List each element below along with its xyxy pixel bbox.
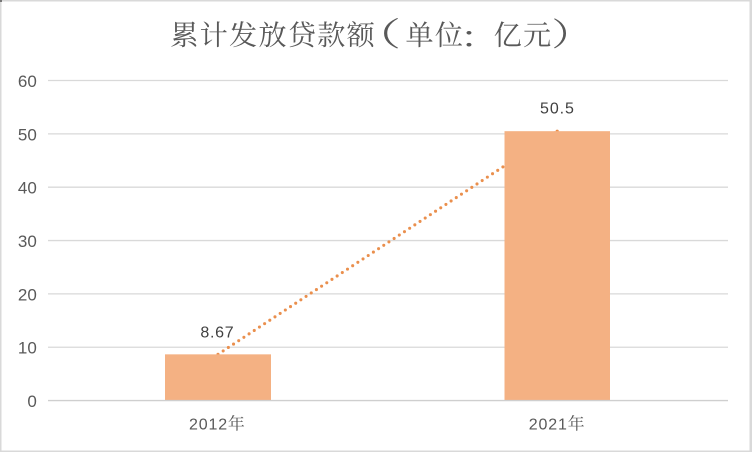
- svg-text:20: 20: [18, 285, 37, 304]
- svg-text:2012: 2012: [189, 416, 228, 433]
- svg-text:50.5: 50.5: [540, 101, 575, 118]
- svg-text:8.67: 8.67: [200, 324, 234, 341]
- svg-text:0: 0: [27, 392, 36, 411]
- svg-text:10: 10: [18, 339, 37, 358]
- svg-text:30: 30: [18, 232, 37, 251]
- svg-text:60: 60: [18, 72, 37, 91]
- svg-text:50: 50: [18, 125, 37, 144]
- svg-text:40: 40: [18, 179, 37, 198]
- svg-text:2021: 2021: [529, 416, 568, 433]
